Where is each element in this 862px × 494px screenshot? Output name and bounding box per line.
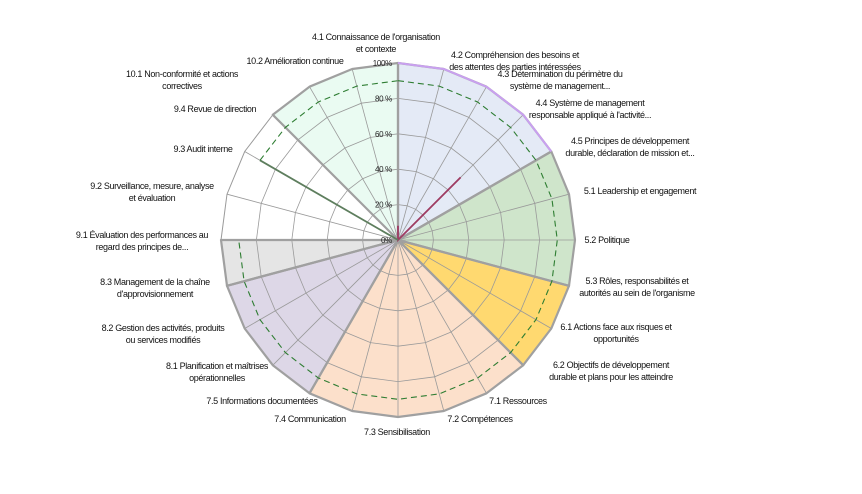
grid-spoke — [397, 239, 445, 412]
grid-spoke — [351, 68, 399, 241]
category-label: 9.1 Évaluation des performances au regar… — [75, 230, 209, 252]
category-label: 10.2 Amélioration continue — [246, 56, 344, 66]
area-series-fill-4 — [227, 240, 398, 394]
category-label: 4.1 Connaissance de l'organisation et co… — [312, 32, 440, 54]
category-label: 4.5 Principes de développement durable, … — [565, 136, 695, 158]
grid-spoke — [397, 239, 552, 329]
category-label: 8.1 Planification et maîtrises opération… — [165, 361, 269, 383]
grid-spoke — [351, 239, 399, 412]
category-label: 7.2 Compétences — [447, 414, 513, 424]
category-label: 8.3 Management de la chaîne d'approvisio… — [100, 277, 210, 299]
area-series-fill-6 — [272, 63, 398, 240]
category-label: 4.4 Système de management responsable ap… — [528, 98, 652, 120]
grid-spoke — [397, 68, 445, 241]
area-series-outline-6 — [271, 61, 400, 242]
line-series-0 — [397, 176, 462, 243]
category-label: 10.1 Non-conformité et actions correctiv… — [125, 69, 239, 91]
category-label: 5.2 Politique — [584, 235, 630, 245]
category-label: 7.1 Ressources — [489, 396, 547, 406]
line-series-2 — [238, 80, 558, 400]
category-label: 7.4 Communication — [274, 414, 346, 424]
category-label: 7.3 Sensibilisation — [364, 427, 430, 437]
category-label: 4.3 Détermination du périmètre du systèm… — [497, 69, 623, 91]
radial-tick-label: 60 % — [375, 130, 392, 139]
category-label: 7.5 Informations documentées — [206, 396, 318, 406]
category-label: 5.3 Rôles, responsabilités et autorités … — [579, 276, 695, 298]
category-label: 9.3 Audit interne — [173, 144, 233, 154]
category-label: 4.2 Compréhension des besoins et des att… — [449, 50, 581, 72]
grid-spoke — [244, 239, 399, 329]
grid-spoke — [309, 86, 399, 241]
area-series-fill-3 — [309, 240, 524, 417]
area-series-outer-edge-0 — [397, 62, 553, 153]
area-series-fill-1 — [398, 151, 575, 286]
area-series-fill-2 — [398, 240, 569, 366]
grid-spoke — [397, 193, 570, 241]
category-label: 6.2 Objectifs de développement durable e… — [549, 360, 673, 382]
radial-tick-label: 20 % — [375, 201, 392, 210]
area-series-outline-3 — [308, 238, 525, 419]
category-label: 6.1 Actions face aux risques et opportun… — [560, 322, 672, 344]
grid-spoke — [397, 86, 487, 241]
grid-spoke — [272, 239, 399, 366]
grid-spoke — [397, 239, 487, 394]
category-label: 9.4 Revue de direction — [173, 104, 257, 114]
grid-spoke — [226, 193, 399, 241]
area-series-outline-5 — [219, 238, 400, 287]
radial-tick-label: 0% — [381, 236, 392, 245]
radial-tick-label: 80 % — [375, 94, 392, 103]
category-label: 8.2 Gestion des activités, produits ou s… — [101, 323, 225, 345]
category-label: 9.2 Surveillance, mesure, analyse et éva… — [90, 181, 214, 203]
radial-tick-label: 100% — [373, 59, 392, 68]
category-label: 5.1 Leadership et engagement — [583, 186, 697, 196]
radial-tick-label: 40 % — [375, 165, 392, 174]
